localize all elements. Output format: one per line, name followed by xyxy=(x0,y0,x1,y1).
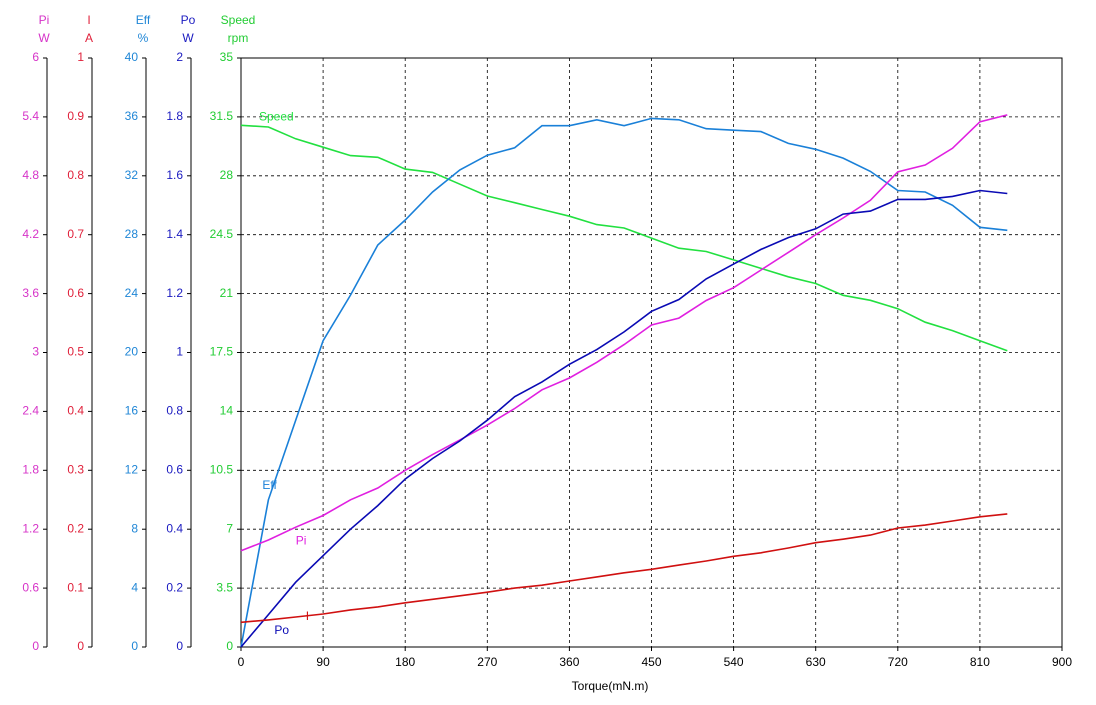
y-tick-label: 2 xyxy=(176,50,183,64)
y-tick-label: 10.5 xyxy=(210,462,234,476)
y-tick-label: 0.8 xyxy=(67,168,84,182)
y-tick-label: 6 xyxy=(32,50,39,64)
y-tick-label: 28 xyxy=(220,168,234,182)
y-tick-label: 1.8 xyxy=(22,462,39,476)
y-tick-label: 1.6 xyxy=(166,168,183,182)
y-tick-label: 0 xyxy=(131,639,138,653)
y-tick-label: 1.2 xyxy=(22,521,39,535)
y-tick-label: 8 xyxy=(131,521,138,535)
y-tick-label: 2.4 xyxy=(22,404,39,418)
y-tick-label: 4.2 xyxy=(22,227,39,241)
x-axis-title: Torque(mN.m) xyxy=(572,679,649,693)
series-label: Pi xyxy=(296,533,307,547)
y-axis-title: Pi xyxy=(39,13,50,27)
y-tick-label: 0.6 xyxy=(166,462,183,476)
y-axis-unit: % xyxy=(138,31,149,45)
y-tick-label: 14 xyxy=(220,404,234,418)
y-tick-label: 0.2 xyxy=(67,521,84,535)
x-tick-label: 810 xyxy=(970,655,990,669)
y-tick-label: 0.1 xyxy=(67,580,84,594)
series-label: Po xyxy=(274,623,289,637)
y-tick-label: 28 xyxy=(125,227,139,241)
y-tick-label: 0.9 xyxy=(67,109,84,123)
y-tick-label: 4.8 xyxy=(22,168,39,182)
y-tick-label: 1 xyxy=(176,345,183,359)
y-tick-label: 0 xyxy=(77,639,84,653)
y-tick-label: 0.6 xyxy=(67,286,84,300)
x-tick-label: 270 xyxy=(477,655,497,669)
y-tick-label: 20 xyxy=(125,345,139,359)
y-tick-label: 3.5 xyxy=(216,580,233,594)
y-axis-unit: A xyxy=(85,31,93,45)
y-tick-label: 17.5 xyxy=(210,345,234,359)
y-tick-label: 16 xyxy=(125,404,139,418)
y-tick-label: 3.6 xyxy=(22,286,39,300)
y-tick-label: 35 xyxy=(220,50,234,64)
x-tick-label: 630 xyxy=(806,655,826,669)
x-tick-label: 0 xyxy=(238,655,245,669)
y-tick-label: 0.3 xyxy=(67,462,84,476)
series-label: Eff xyxy=(262,478,277,492)
y-tick-label: 0.5 xyxy=(67,345,84,359)
y-tick-label: 0.2 xyxy=(166,580,183,594)
y-axis-title: Eff xyxy=(136,13,151,27)
y-axis-title: Po xyxy=(181,13,196,27)
y-tick-label: 0 xyxy=(226,639,233,653)
y-tick-label: 21 xyxy=(220,286,234,300)
y-tick-label: 0.7 xyxy=(67,227,84,241)
x-tick-label: 360 xyxy=(559,655,579,669)
series-line xyxy=(240,124,1008,352)
y-tick-label: 3 xyxy=(32,345,39,359)
y-tick-label: 5.4 xyxy=(22,109,39,123)
y-tick-label: 1.4 xyxy=(166,227,183,241)
y-tick-label: 0 xyxy=(32,639,39,653)
y-tick-label: 0.4 xyxy=(67,404,84,418)
y-tick-label: 31.5 xyxy=(210,109,234,123)
y-tick-label: 0.8 xyxy=(166,404,183,418)
y-tick-label: 0.4 xyxy=(166,521,183,535)
y-tick-label: 1.8 xyxy=(166,109,183,123)
y-tick-label: 32 xyxy=(125,168,139,182)
y-tick-label: 12 xyxy=(125,462,139,476)
x-tick-label: 90 xyxy=(316,655,330,669)
series-label: I xyxy=(306,609,309,623)
x-tick-label: 450 xyxy=(641,655,661,669)
x-tick-label: 180 xyxy=(395,655,415,669)
x-tick-label: 540 xyxy=(724,655,744,669)
y-tick-label: 4 xyxy=(131,580,138,594)
x-tick-label: 900 xyxy=(1052,655,1072,669)
y-axis-unit: W xyxy=(182,31,194,45)
y-tick-label: 36 xyxy=(125,109,139,123)
y-axis-unit: W xyxy=(38,31,50,45)
y-tick-label: 1 xyxy=(77,50,84,64)
y-tick-label: 0.6 xyxy=(22,580,39,594)
y-axis-title: I xyxy=(87,13,90,27)
series-line xyxy=(240,189,1008,648)
series-label: Speed xyxy=(259,109,294,123)
y-tick-label: 0 xyxy=(176,639,183,653)
y-axis-title: Speed xyxy=(221,13,256,27)
x-tick-label: 720 xyxy=(888,655,908,669)
y-tick-label: 7 xyxy=(226,521,233,535)
series-line xyxy=(240,513,1008,624)
y-tick-label: 24 xyxy=(125,286,139,300)
series-line xyxy=(240,114,1008,552)
y-axis-unit: rpm xyxy=(228,31,249,45)
y-tick-label: 1.2 xyxy=(166,286,183,300)
y-tick-label: 40 xyxy=(125,50,139,64)
y-tick-label: 24.5 xyxy=(210,227,234,241)
series-line xyxy=(240,117,1008,648)
